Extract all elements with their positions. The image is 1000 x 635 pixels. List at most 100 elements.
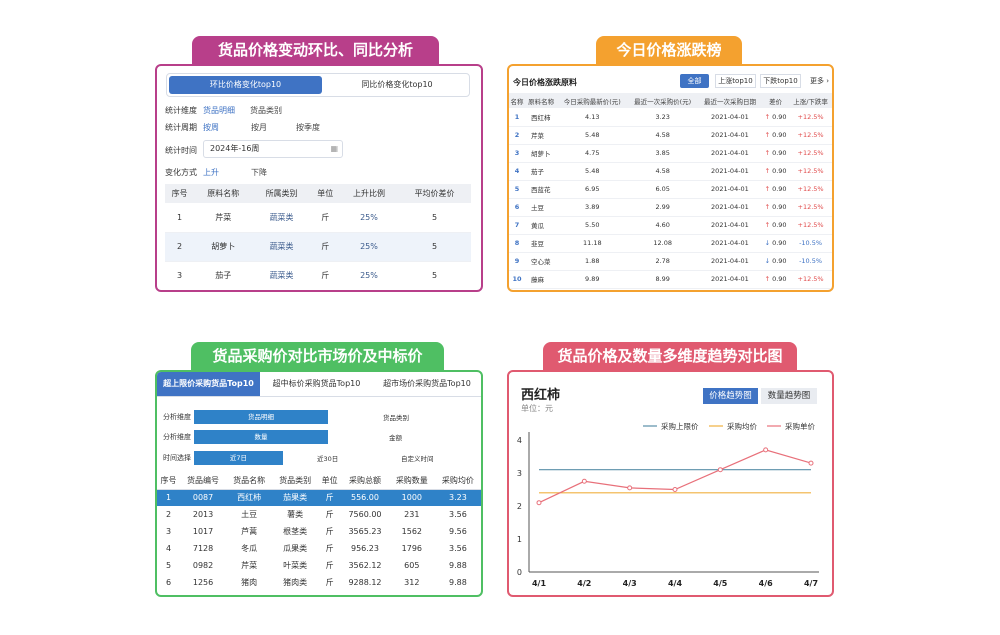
filter-label: 统计时间 (165, 146, 197, 155)
arrow-up-icon: ↑ (764, 275, 773, 283)
table-row[interactable]: 3 茄子 蔬菜类 斤 25% 5 (165, 261, 471, 290)
rank-row[interactable]: 1 西红柿 4.13 3.23 2021-04-01 ↑ 0.90 +12.5% (509, 108, 832, 127)
legend-label[interactable]: 采购均价 (727, 421, 757, 431)
cell-unit: 斤 (310, 232, 340, 262)
data-point[interactable] (672, 487, 678, 492)
cell-category: 蔬菜类 (252, 203, 311, 233)
tab-over-bid[interactable]: 超中标价采购货品Top10 (272, 379, 361, 388)
rank-row[interactable]: 7 黄瓜 5.50 4.60 2021-04-01 ↑ 0.90 +12.5% (509, 216, 832, 235)
option-custom-time[interactable]: 自定义时间 (401, 455, 434, 463)
diff-value: 0.90 (772, 185, 787, 193)
cell-name: 芹菜 (241, 561, 258, 570)
column-header: 货品编号 (180, 473, 227, 490)
cell-rate: +12.5% (789, 108, 832, 127)
cell-total: 7560.00 (348, 510, 382, 519)
header-row: 名称 原料名称 今日采购最新价(元) 最近一次采购价(元) 最近一次采购日期 差价 上涨/下… (509, 93, 832, 108)
cell-today-price: 4.13 (557, 108, 628, 127)
series-line (538, 449, 812, 504)
option-goods-category[interactable]: 货品类别 (383, 414, 409, 422)
cell-name: 韭豆 (525, 234, 558, 253)
option-fall[interactable]: 下降 (251, 168, 267, 177)
tab-over-limit[interactable]: 超上限价采购货品Top10 (157, 372, 260, 396)
tab-yoy-top10[interactable]: 同比价格变化top10 (361, 80, 433, 89)
filter-label: 分析维度 (163, 433, 191, 441)
data-point[interactable] (763, 447, 769, 453)
cell-name: 土豆 (241, 510, 258, 519)
option-goods-detail[interactable]: 货品明细 (194, 410, 328, 424)
rank-row[interactable]: 9 空心菜 1.88 2.78 2021-04-01 ↓ 0.90 -10.5% (509, 252, 832, 271)
rank-row[interactable]: 4 茄子 5.48 4.58 2021-04-01 ↑ 0.90 +12.5% (509, 162, 832, 181)
cell-quantity: 1000 (388, 489, 435, 506)
data-point[interactable] (627, 485, 633, 491)
table-row[interactable]: 5 0982 芹菜 叶菜类 斤 3562.12 605 9.88 (157, 557, 481, 574)
cell-last-price: 2.78 (627, 252, 698, 271)
more-link[interactable]: 更多 › (810, 77, 830, 85)
cell-category: 茄果类 (272, 489, 319, 506)
data-point[interactable] (536, 500, 542, 506)
option-amount[interactable]: 金额 (389, 434, 402, 442)
option-last-7-days[interactable]: 近7日 (194, 451, 283, 465)
cell-diff: ↑ 0.90 (762, 108, 790, 127)
rank-row[interactable]: 10 藤麻 9.89 8.99 2021-04-01 ↑ 0.90 +12.5% (509, 270, 832, 289)
price-change-panel: 环比价格变化top10 同比价格变化top10 统计维度 货品明细 货品类别 统… (155, 64, 483, 292)
rank-row[interactable]: 2 芹菜 5.48 4.58 2021-04-01 ↑ 0.90 +12.5% (509, 126, 832, 145)
tab-price-trend[interactable]: 价格趋势图 (703, 388, 758, 404)
rank-row[interactable]: 8 韭豆 11.18 12.08 2021-04-01 ↓ 0.90 -10.5% (509, 234, 832, 253)
option-rise[interactable]: 上升 (203, 168, 219, 177)
column-header: 采购均价 (434, 473, 481, 490)
table-row[interactable]: 3 1017 芦蒿 根茎类 斤 3565.23 1562 9.56 (157, 523, 481, 540)
diff-value: 0.90 (772, 149, 787, 157)
legend-label[interactable]: 采购上限价 (661, 421, 699, 431)
tab-all[interactable]: 全部 (680, 74, 709, 88)
chart-title: 西红柿 (521, 388, 561, 403)
cell-total: 956.23 (350, 544, 379, 553)
data-point[interactable] (717, 467, 723, 473)
diff-value: 0.90 (772, 167, 787, 175)
table-row[interactable]: 2 胡萝卜 蔬菜类 斤 25% 5 (165, 232, 471, 262)
data-point[interactable] (808, 460, 814, 466)
date-input[interactable]: 2024年-16周 ▦ (203, 140, 343, 158)
cell-name: 土豆 (525, 198, 558, 217)
rank-row[interactable]: 5 西蓝花 6.95 6.05 2021-04-01 ↑ 0.90 +12.5% (509, 180, 832, 199)
option-quarterly[interactable]: 按季度 (296, 123, 320, 132)
diff-value: 0.90 (772, 221, 787, 229)
calendar-icon[interactable]: ▦ (330, 144, 338, 153)
option-quantity[interactable]: 数量 (194, 430, 328, 444)
tab-mom-top10[interactable]: 环比价格变化top10 (169, 76, 322, 94)
tab-quantity-trend[interactable]: 数量趋势图 (761, 388, 817, 404)
cell-name: 藤麻 (525, 270, 558, 289)
option-weekly[interactable]: 按周 (203, 123, 219, 132)
legend-label[interactable]: 采购单价 (785, 421, 815, 431)
cell-today-price: 11.18 (557, 234, 628, 253)
tab-rise-top10[interactable]: 上涨top10 (715, 74, 756, 88)
cell-avg-price: 9.88 (449, 561, 467, 570)
table-row[interactable]: 1 芹菜 蔬菜类 斤 25% 5 (165, 203, 471, 233)
cell-rank: 9 (509, 252, 526, 271)
table-row[interactable]: 1 0087 西红柿 茄果类斤 556.00 1000 3.23 (157, 489, 481, 506)
cell-name: 芹菜 (525, 126, 558, 145)
column-header: 采购总额 (341, 473, 389, 490)
cell-category: 蔬菜类 (252, 232, 311, 262)
cell-name: 胡萝卜 (194, 232, 253, 262)
table-row[interactable]: 4 7128 冬瓜 瓜果类 斤 956.23 1796 3.56 (157, 540, 481, 557)
cell-avg-price: 3.56 (449, 544, 467, 553)
option-item-detail[interactable]: 货品明细 (203, 106, 235, 115)
cell-total: 3562.12 (348, 561, 382, 570)
column-header: 平均价差价 (398, 184, 471, 203)
cell-quantity: 231 (404, 510, 420, 519)
tab-fall-top10[interactable]: 下跌top10 (760, 74, 801, 88)
data-point[interactable] (581, 478, 587, 484)
cell-unit: 斤 (325, 561, 334, 570)
option-monthly[interactable]: 按月 (251, 123, 267, 132)
table-row[interactable]: 2 2013 土豆 薯类 斤 7560.00 231 3.56 (157, 506, 481, 523)
cell-last-date: 2021-04-01 (697, 252, 763, 271)
table-row[interactable]: 6 1256 猪肉 猪肉类 斤 9288.12 312 9.88 (157, 574, 481, 591)
cell-rank: 4 (509, 162, 526, 181)
option-last-30-days[interactable]: 近30日 (317, 455, 339, 463)
cell-last-date: 2021-04-01 (697, 198, 763, 217)
tab-over-market[interactable]: 超市场价采购货品Top10 (383, 379, 471, 388)
rank-row[interactable]: 6 土豆 3.89 2.99 2021-04-01 ↑ 0.90 +12.5% (509, 198, 832, 217)
column-header: 今日采购最新价(元) (557, 93, 628, 108)
rank-row[interactable]: 3 胡萝卜 4.75 3.85 2021-04-01 ↑ 0.90 +12.5% (509, 144, 832, 163)
option-item-category[interactable]: 货品类别 (250, 106, 282, 115)
